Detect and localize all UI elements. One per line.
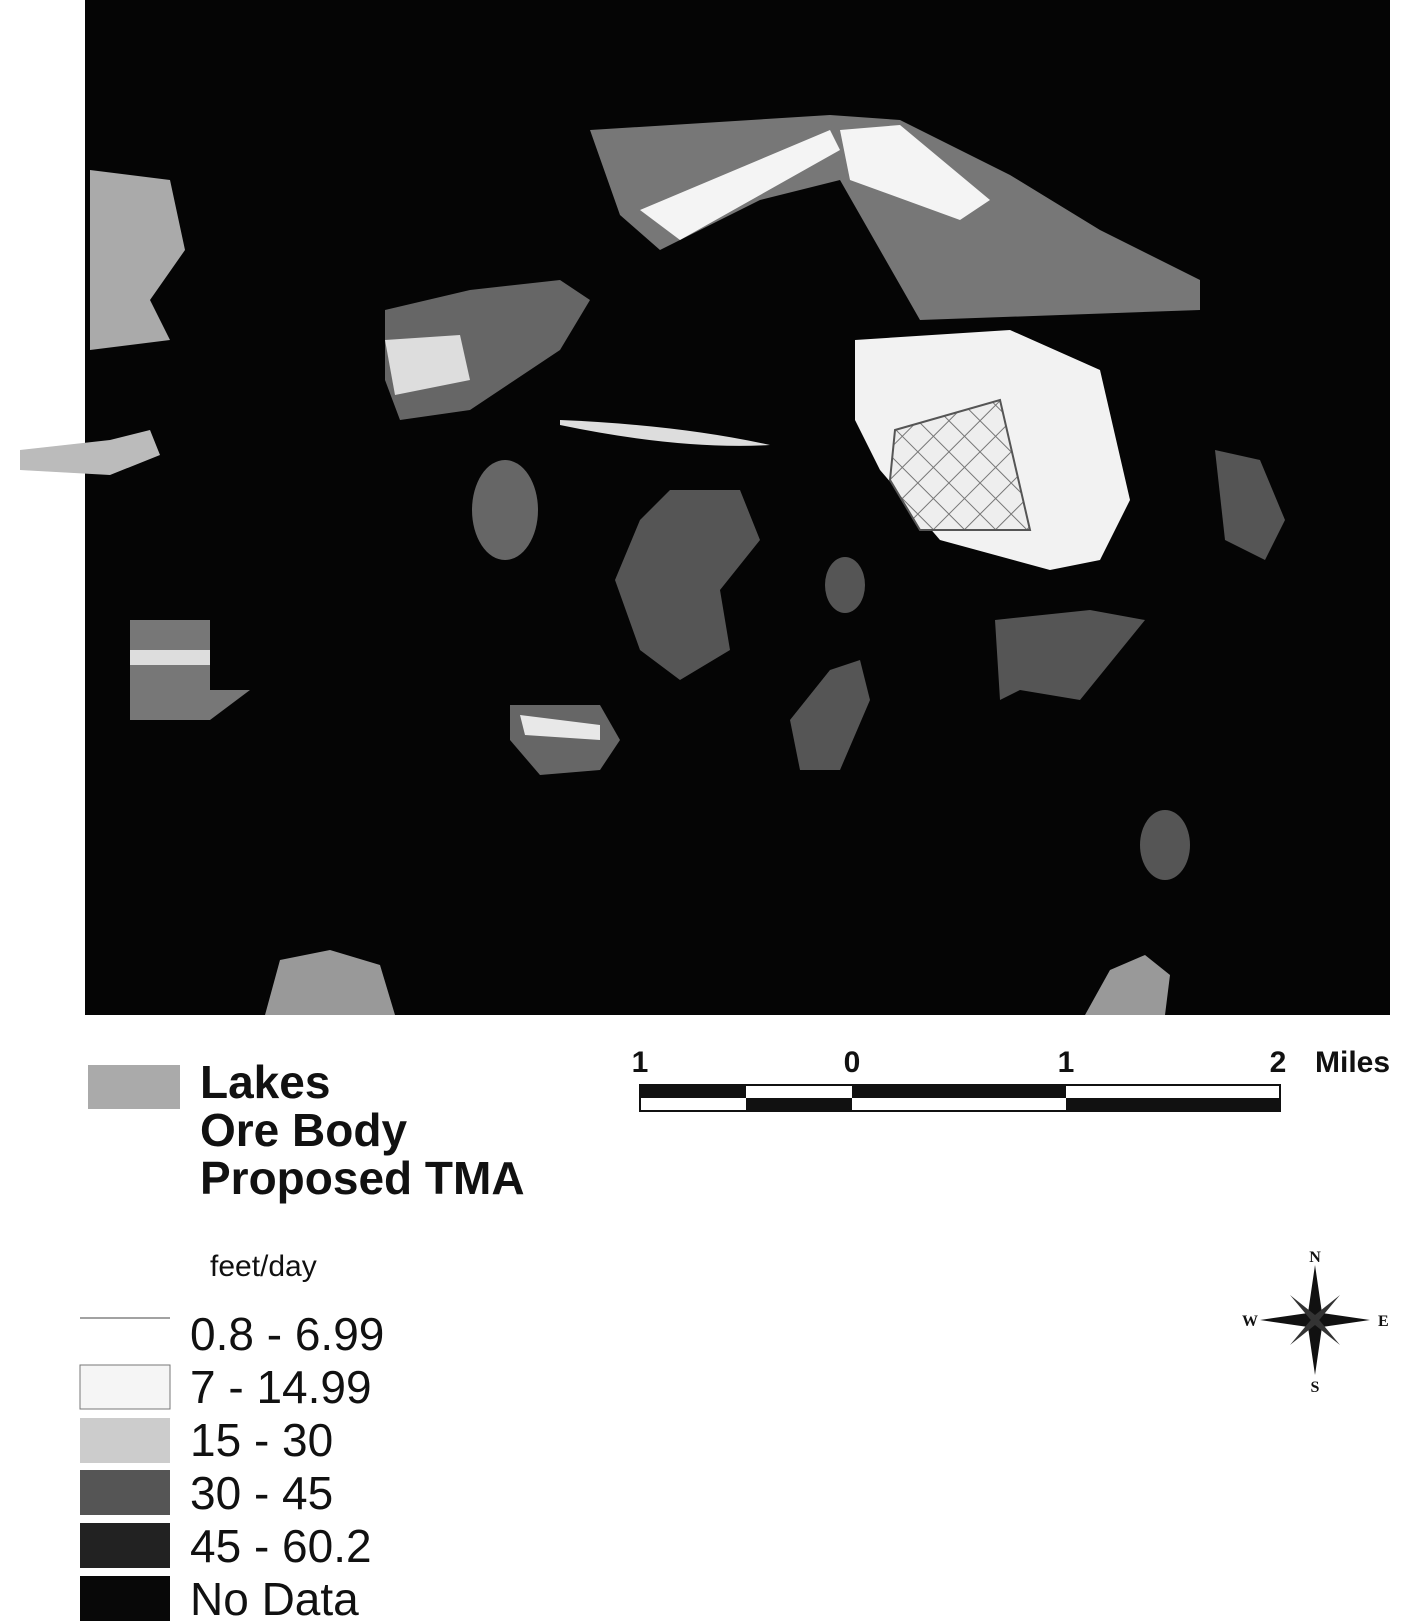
swatch [80,1523,170,1568]
scale-label: 0 [844,1046,861,1079]
legend: Lakes Ore Body Proposed TMA feet/day 0.8… [80,1056,525,1621]
scale-label: 1 [632,1046,649,1079]
scale-label: 2 [1270,1046,1287,1079]
swatch [80,1470,170,1515]
scale-bar: 1 0 1 2 Miles [632,1046,1390,1111]
legend-label: Proposed TMA [200,1152,525,1204]
swatch [80,1418,170,1463]
class-label: 0.8 - 6.99 [190,1308,384,1360]
compass-label: N [1309,1249,1321,1266]
class-label: No Data [190,1573,359,1621]
compass-label: S [1311,1379,1320,1396]
legend-unit: feet/day [210,1250,317,1283]
class-label: 30 - 45 [190,1467,333,1519]
compass-label: E [1378,1313,1389,1330]
map-page: Lakes Ore Body Proposed TMA feet/day 0.8… [0,0,1424,1621]
map [20,0,1390,1015]
scale-label: 1 [1058,1046,1075,1079]
lake [472,460,538,560]
class-label: 15 - 30 [190,1414,333,1466]
scale-unit: Miles [1315,1046,1390,1079]
lake [1140,810,1190,880]
swatch [80,1365,170,1409]
swatch [80,1576,170,1621]
class-label: 45 - 60.2 [190,1520,372,1572]
lake-swatch [88,1065,180,1109]
lake [825,557,865,613]
zone [130,650,210,665]
class-label: 7 - 14.99 [190,1361,372,1413]
legend-label: Lakes [200,1056,330,1108]
compass: N S E W [1242,1249,1389,1396]
compass-label: W [1242,1313,1258,1330]
legend-label: Ore Body [200,1104,407,1156]
